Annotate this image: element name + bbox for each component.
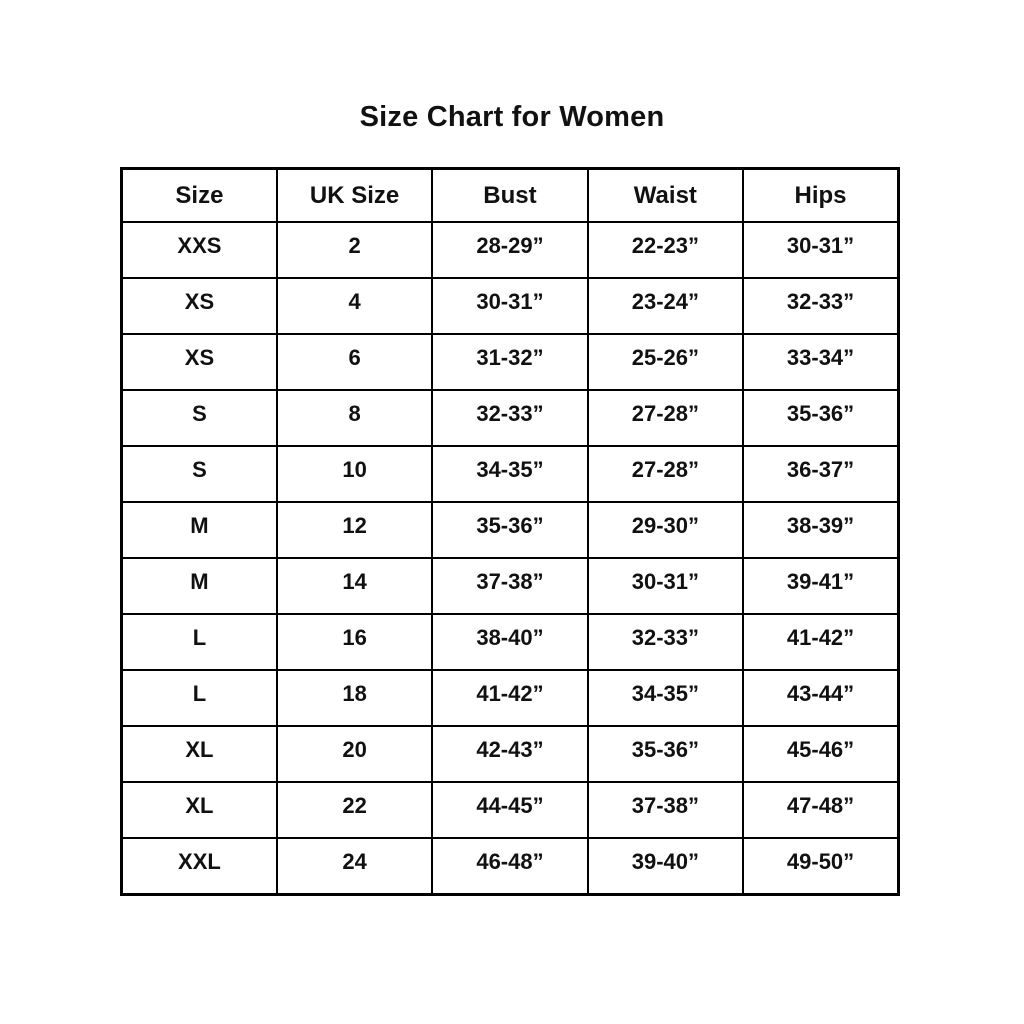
table-cell: 22-23” [586, 221, 745, 279]
table-cell: XXS [120, 221, 278, 279]
table-row: L 16 38-40” 32-33” 41-42” [120, 613, 900, 671]
table-cell: 49-50” [742, 837, 900, 896]
table-cell: 32-33” [431, 389, 589, 447]
table-cell: 39-41” [742, 557, 900, 615]
table-cell: 27-28” [586, 389, 745, 447]
table-row: S 8 32-33” 27-28” 35-36” [120, 389, 900, 447]
table-cell: 39-40” [586, 837, 745, 896]
table-cell: 10 [275, 445, 434, 503]
table-cell: 33-34” [742, 333, 900, 391]
table-row: M 14 37-38” 30-31” 39-41” [120, 557, 900, 615]
table-cell: 20 [275, 725, 434, 783]
column-header: Hips [742, 167, 900, 223]
table-cell: 43-44” [742, 669, 900, 727]
table-row: XS 4 30-31” 23-24” 32-33” [120, 277, 900, 335]
table-cell: 38-40” [431, 613, 589, 671]
table-cell: 41-42” [742, 613, 900, 671]
table-cell: 34-35” [586, 669, 745, 727]
table-row: XXS 2 28-29” 22-23” 30-31” [120, 221, 900, 279]
table-cell: S [120, 389, 278, 447]
table-row: XL 20 42-43” 35-36” 45-46” [120, 725, 900, 783]
table-cell: XXL [120, 837, 278, 896]
table-cell: 12 [275, 501, 434, 559]
table-cell: XL [120, 725, 278, 783]
table-cell: XL [120, 781, 278, 839]
size-chart-table: Size UK Size Bust Waist Hips XXS 2 28-29” 22-23… [120, 167, 900, 896]
table-cell: 23-24” [586, 277, 745, 335]
table-cell: 25-26” [586, 333, 745, 391]
column-header: Waist [586, 167, 745, 223]
page-title: Size Chart for Women [359, 101, 665, 133]
table-cell: 35-36” [431, 501, 589, 559]
table-cell: 41-42” [431, 669, 589, 727]
table-cell: 8 [275, 389, 434, 447]
table-cell: 30-31” [586, 557, 745, 615]
table-cell: 47-48” [742, 781, 900, 839]
table-row: L 18 41-42” 34-35” 43-44” [120, 669, 900, 727]
column-header: UK Size [275, 167, 434, 223]
table-row: XL 22 44-45” 37-38” 47-48” [120, 781, 900, 839]
table-cell: XS [120, 277, 278, 335]
table-cell: 4 [275, 277, 434, 335]
table-cell: 37-38” [431, 557, 589, 615]
table-cell: M [120, 557, 278, 615]
column-header: Size [120, 167, 278, 223]
table-header: Size UK Size Bust Waist Hips [120, 167, 900, 223]
table-body: XXS 2 28-29” 22-23” 30-31” XS 4 30-31” 23-24” 32-… [120, 221, 900, 896]
table-cell: 46-48” [431, 837, 589, 896]
table-cell: 42-43” [431, 725, 589, 783]
table-row: M 12 35-36” 29-30” 38-39” [120, 501, 900, 559]
table-cell: 32-33” [586, 613, 745, 671]
table-cell: 45-46” [742, 725, 900, 783]
table-cell: 30-31” [742, 221, 900, 279]
table-cell: 2 [275, 221, 434, 279]
table-cell: 6 [275, 333, 434, 391]
table-cell: 27-28” [586, 445, 745, 503]
table-cell: XS [120, 333, 278, 391]
table-cell: 30-31” [431, 277, 589, 335]
table-cell: 44-45” [431, 781, 589, 839]
table-cell: M [120, 501, 278, 559]
table-cell: 37-38” [586, 781, 745, 839]
table-cell: 31-32” [431, 333, 589, 391]
table-cell: L [120, 669, 278, 727]
column-header: Bust [431, 167, 589, 223]
table-cell: 22 [275, 781, 434, 839]
table-cell: 32-33” [742, 277, 900, 335]
table-cell: S [120, 445, 278, 503]
table-header-row: Size UK Size Bust Waist Hips [120, 167, 900, 223]
table-row: XXL 24 46-48” 39-40” 49-50” [120, 837, 900, 896]
table-cell: 36-37” [742, 445, 900, 503]
table-cell: 29-30” [586, 501, 745, 559]
table-cell: 14 [275, 557, 434, 615]
table-cell: 16 [275, 613, 434, 671]
table-row: S 10 34-35” 27-28” 36-37” [120, 445, 900, 503]
table-row: XS 6 31-32” 25-26” 33-34” [120, 333, 900, 391]
table-cell: 28-29” [431, 221, 589, 279]
table-cell: 38-39” [742, 501, 900, 559]
table-cell: 18 [275, 669, 434, 727]
table-cell: L [120, 613, 278, 671]
table-cell: 24 [275, 837, 434, 896]
table-cell: 35-36” [742, 389, 900, 447]
table-cell: 34-35” [431, 445, 589, 503]
table-cell: 35-36” [586, 725, 745, 783]
